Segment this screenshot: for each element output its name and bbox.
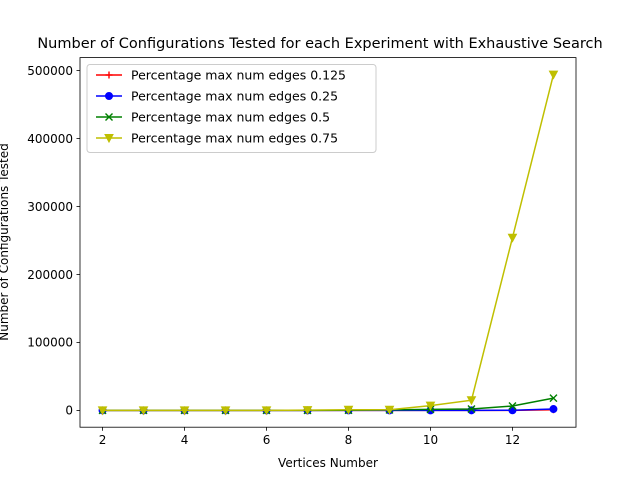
legend-label: Percentage max num edges 0.125 — [131, 68, 346, 83]
legend-entries: Percentage max num edges 0.125 Percentage… — [96, 68, 346, 146]
legend-entry: Percentage max num edges 0.125 — [96, 68, 346, 83]
legend-entry: Percentage max num edges 0.5 — [96, 110, 330, 125]
series-line — [102, 74, 555, 412]
legend-marker — [105, 92, 113, 100]
legend-box — [86, 64, 377, 153]
axes-frame — [79, 57, 577, 428]
plot-area: 2 4 6 8 10 12 0 100000 200000 300000 400000 500000 — [27, 57, 577, 447]
y-tick-label: 500000 — [27, 64, 73, 78]
y-tick-label: 400000 — [27, 132, 73, 146]
data-point — [548, 70, 559, 80]
data-point — [425, 401, 436, 411]
data-point — [261, 406, 272, 416]
chart-title: Number of Configurations Tested for each… — [37, 36, 602, 52]
series-layer — [97, 70, 559, 416]
data-point — [384, 405, 395, 415]
y-axis-label: Number of Configurations Tested — [0, 143, 11, 340]
data-point — [97, 406, 108, 416]
x-axis-ticks: 2 4 6 8 10 12 — [99, 427, 520, 447]
x-tick-label: 12 — [505, 433, 520, 447]
data-point — [138, 406, 149, 416]
x-tick-label: 8 — [345, 433, 353, 447]
legend-entry: Percentage max num edges 0.75 — [96, 131, 338, 146]
x-tick-label: 2 — [99, 433, 107, 447]
legend-label: Percentage max num edges 0.75 — [131, 131, 338, 146]
legend-marker — [105, 113, 113, 121]
y-tick-label: 200000 — [27, 268, 73, 282]
legend-label: Percentage max num edges 0.5 — [131, 110, 330, 125]
data-point — [466, 396, 477, 406]
data-point — [302, 406, 313, 416]
legend: Percentage max num edges 0.125 Percentage… — [86, 64, 377, 153]
data-point — [467, 405, 476, 414]
y-tick-label: 100000 — [27, 336, 73, 350]
data-point — [508, 401, 517, 410]
legend-marker — [105, 71, 113, 79]
legend-entry: Percentage max num edges 0.25 — [96, 89, 338, 104]
x-tick-label: 10 — [423, 433, 438, 447]
series-4 — [97, 70, 559, 416]
data-point — [507, 233, 518, 243]
data-point — [549, 394, 558, 403]
y-tick-label: 0 — [65, 404, 73, 418]
legend-label: Percentage max num edges 0.25 — [131, 89, 338, 104]
x-tick-label: 4 — [181, 433, 189, 447]
y-axis-ticks: 0 100000 200000 300000 400000 500000 — [27, 64, 80, 418]
x-axis-label: Vertices Number — [278, 456, 378, 470]
data-point — [343, 405, 354, 415]
x-tick-label: 6 — [263, 433, 271, 447]
data-point — [549, 405, 558, 414]
data-point — [220, 406, 231, 416]
data-point — [179, 406, 190, 416]
data-point — [467, 406, 476, 415]
legend-marker — [104, 134, 114, 144]
y-tick-label: 300000 — [27, 200, 73, 214]
